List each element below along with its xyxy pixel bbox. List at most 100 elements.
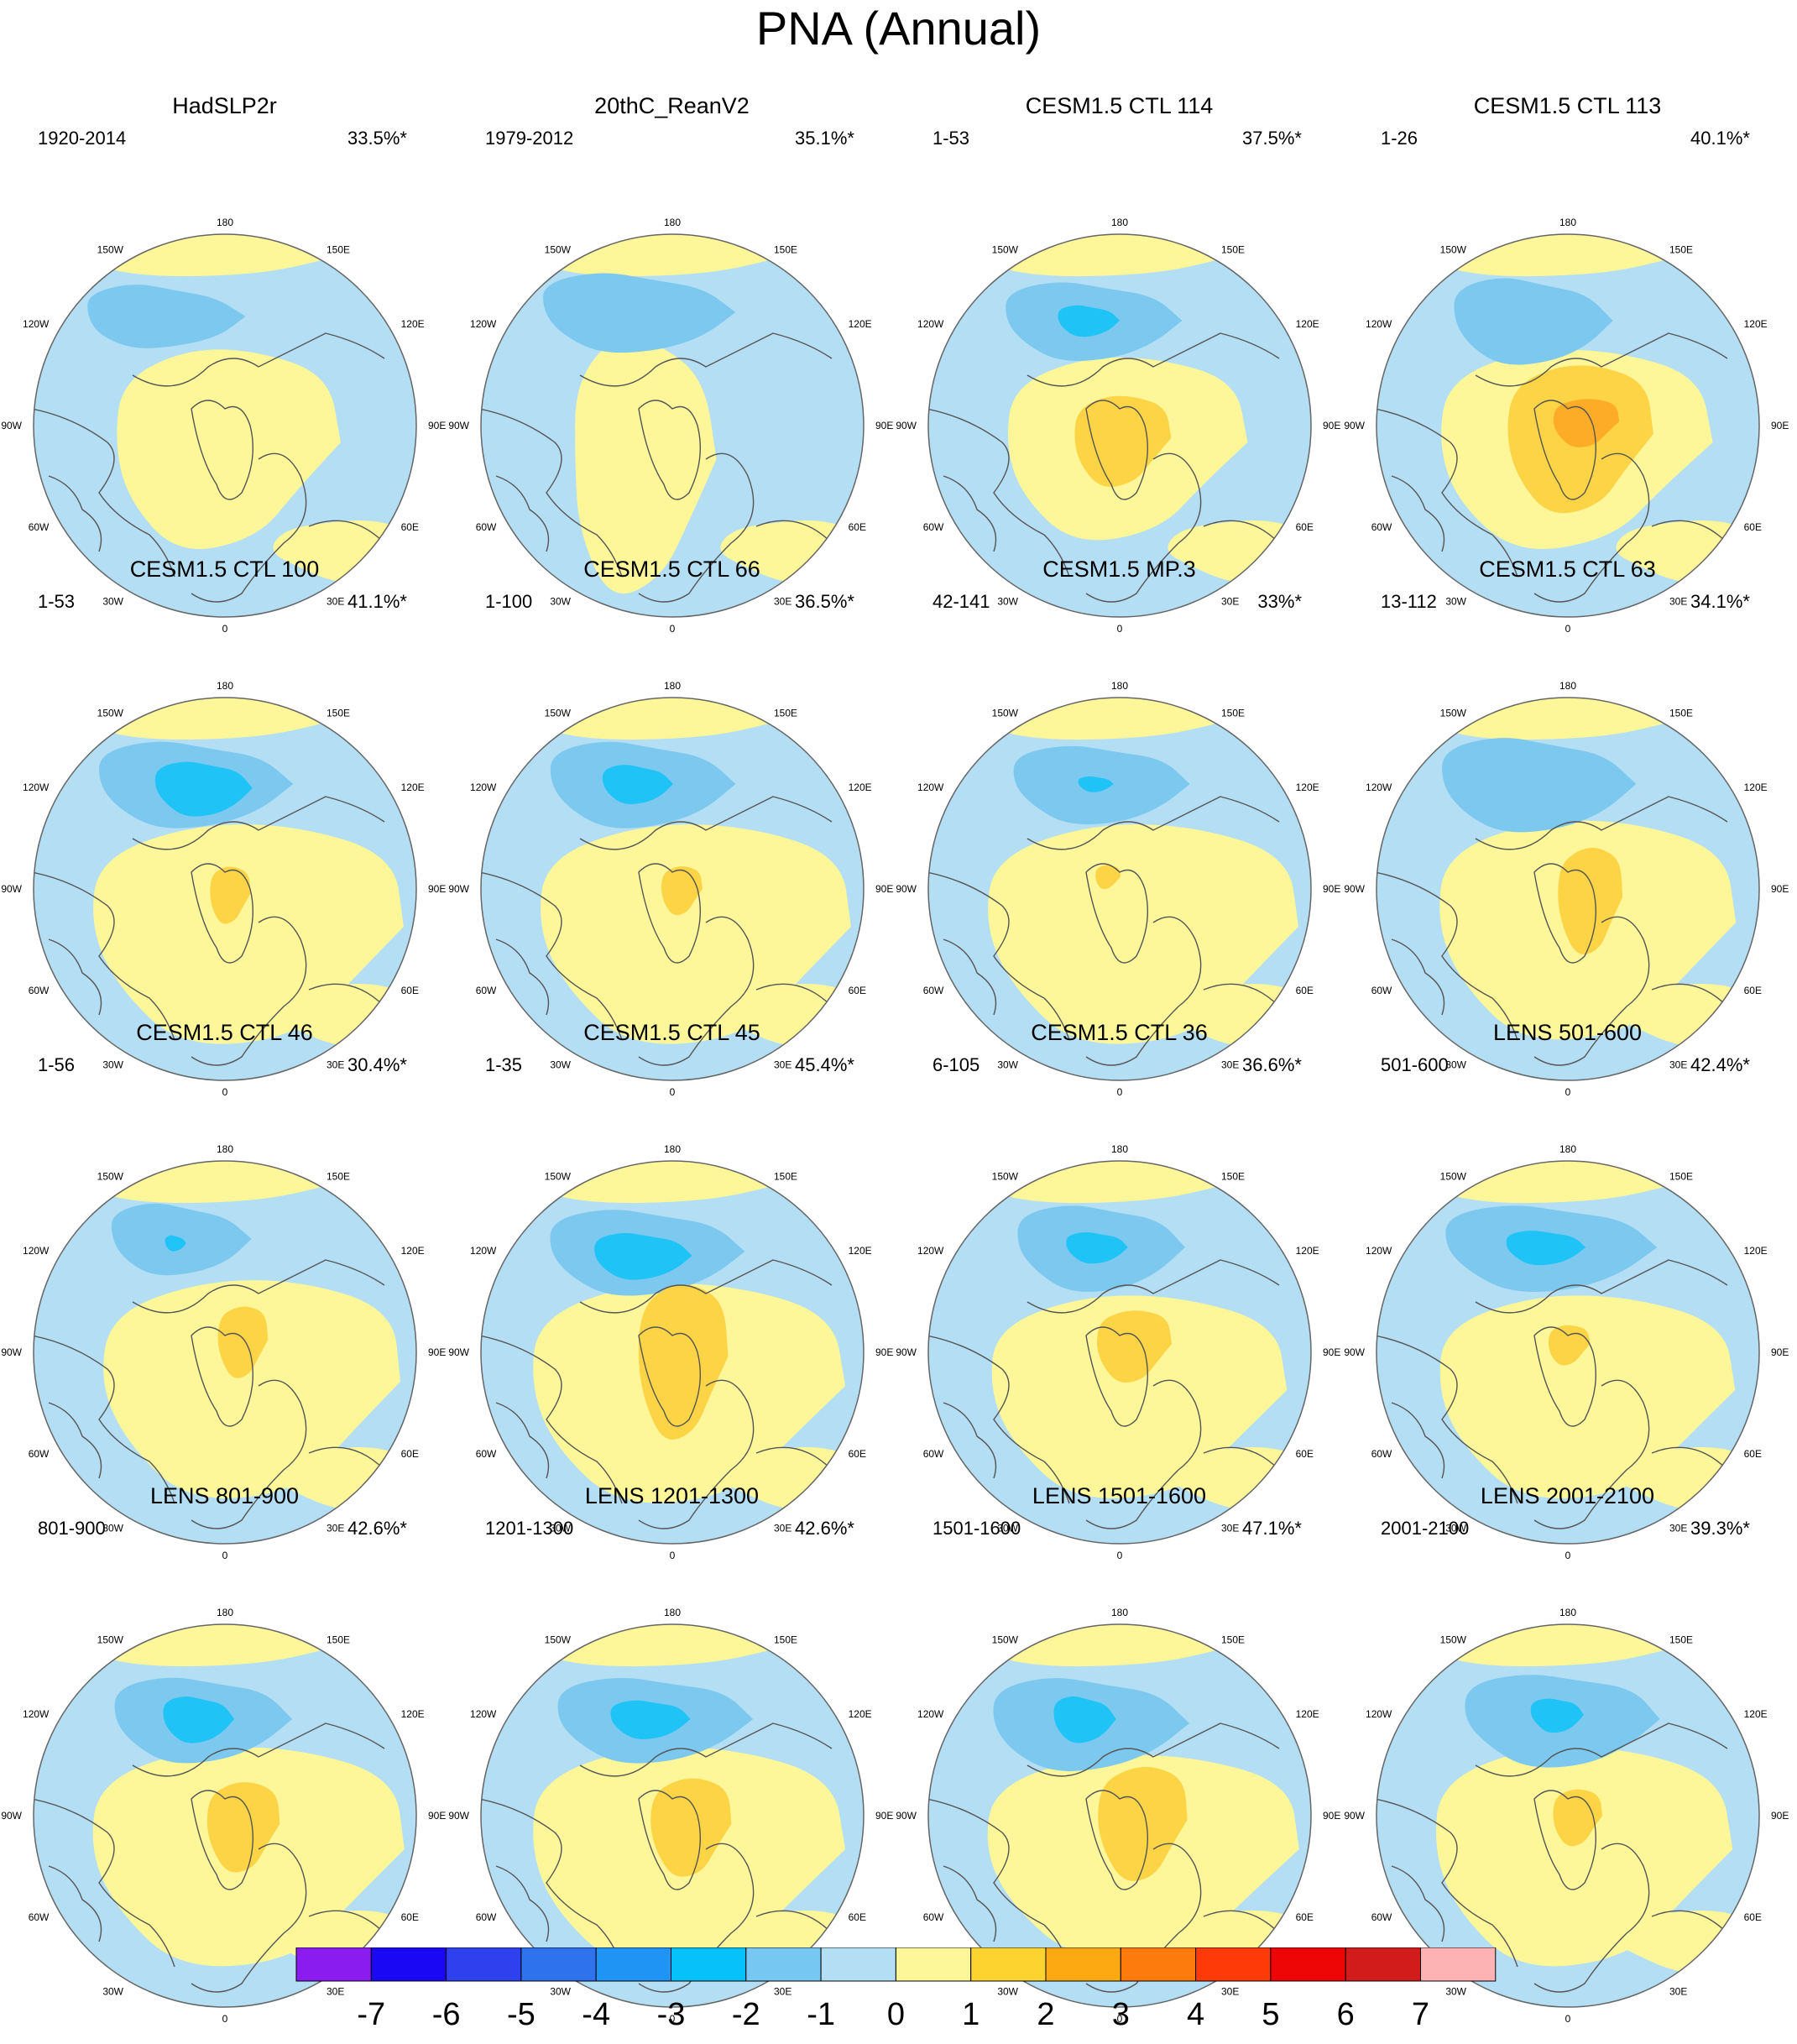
map-field — [34, 1624, 416, 2007]
polar-map: 180 150E 120E 90E 60E 30E 0 30W 60W 90W 120W 150W — [1, 1143, 446, 1561]
map-field — [1376, 1624, 1759, 2007]
longitude-label: 30W — [550, 1059, 571, 1071]
negative-anomaly-peak — [1530, 1698, 1584, 1733]
panel-title: CESM1.5 CTL 100 — [129, 557, 320, 582]
longitude-label: 60E — [1744, 521, 1762, 533]
colorbar-swatch — [1195, 1947, 1272, 1982]
panel-variance-percent: 33.5%* — [347, 128, 407, 149]
map-panel: LENS 1501-1600 1501-1600 47.1%* 180 150E 120E… — [895, 1482, 1344, 2025]
longitude-label: 90E — [1323, 420, 1340, 431]
longitude-label: 30W — [997, 1059, 1018, 1071]
longitude-label: 60W — [923, 985, 944, 996]
panel-variance-percent: 40.1%* — [1690, 128, 1750, 149]
map-boundary — [927, 1623, 1312, 2008]
coastlines — [928, 796, 1292, 1066]
panel-period: 501-600 — [1381, 1054, 1449, 1075]
positive-anomaly-core — [1095, 865, 1121, 890]
map-field — [928, 698, 1311, 1080]
positive-anomaly-core — [650, 1778, 732, 1877]
longitude-label: 150E — [774, 243, 797, 255]
longitude-label: 30E — [1669, 1986, 1687, 1998]
longitude-label: 120W — [470, 1245, 497, 1257]
longitude-label: 30E — [1669, 1523, 1687, 1534]
panel-period: 1-26 — [1381, 128, 1418, 149]
map-boundary — [33, 1160, 417, 1545]
longitude-label: 30W — [1445, 1059, 1466, 1071]
positive-anomaly-region — [946, 234, 1265, 277]
negative-anomaly-core — [542, 273, 736, 353]
panel-title: LENS 2001-2100 — [1480, 1483, 1655, 1508]
negative-anomaly-core — [1442, 738, 1637, 833]
positive-anomaly-region — [51, 1624, 370, 1667]
longitude-label: 60E — [1296, 521, 1314, 533]
longitude-label: 90W — [1344, 1346, 1365, 1358]
colorbar-swatch — [1045, 1947, 1121, 1982]
map-field — [1376, 1161, 1759, 1544]
panel-title: CESM1.5 CTL 114 — [1025, 93, 1214, 118]
colorbar-swatch — [671, 1947, 747, 1982]
longitude-label: 120E — [1744, 1245, 1768, 1257]
map-field — [481, 1624, 864, 2007]
panel-variance-percent: 30.4%* — [347, 1054, 407, 1075]
longitude-label: 90W — [1344, 1810, 1365, 1822]
polar-map: 180 150E 120E 90E 60E 30E 0 30W 60W 90W 120W 150W — [1344, 1143, 1789, 1561]
positive-anomaly-region — [1394, 234, 1713, 277]
map-panel: CESM1.5 MP.3 42-141 33%* 180 150E 120E 90E 60E 3… — [895, 556, 1344, 1098]
longitude-label: 60W — [476, 985, 497, 996]
longitude-label: 0 — [1117, 1550, 1123, 1561]
longitude-label: 0 — [1117, 2013, 1123, 2025]
map-boundary — [927, 1160, 1312, 1545]
map-field — [481, 698, 864, 1080]
panel-variance-percent: 42.6%* — [795, 1518, 854, 1539]
longitude-label: 150E — [326, 1634, 350, 1645]
panel-title: LENS 1201-1300 — [584, 1483, 760, 1508]
negative-anomaly-peak — [1506, 1231, 1586, 1266]
longitude-label: 60W — [1371, 521, 1392, 533]
map-panel: LENS 1201-1300 1201-1300 42.6%* 180 150E 120E… — [447, 1482, 896, 2025]
longitude-label: 60W — [1371, 1448, 1392, 1460]
longitude-label: 30E — [326, 1523, 344, 1534]
longitude-label: 180 — [217, 680, 233, 692]
longitude-label: 150W — [992, 1170, 1019, 1182]
negative-anomaly-peak — [1078, 776, 1114, 792]
longitude-label: 120W — [23, 1708, 50, 1720]
longitude-label: 120E — [849, 782, 872, 793]
panel-period: 2001-2100 — [1381, 1518, 1470, 1539]
panel-variance-percent: 34.1%* — [1690, 591, 1750, 612]
longitude-label: 60E — [849, 521, 866, 533]
colorbar-swatch — [595, 1947, 672, 1982]
panel-title: CESM1.5 CTL 66 — [583, 557, 760, 582]
longitude-label: 150E — [1669, 1170, 1693, 1182]
negative-anomaly-peak — [1066, 1231, 1128, 1264]
longitude-label: 180 — [1559, 680, 1576, 692]
colorbar: -7 -6 -5 -4 -3 -2 -1 0 1 2 3 4 5 6 7 — [0, 1947, 1797, 2040]
longitude-label: 30W — [102, 1059, 123, 1071]
positive-anomaly-core — [638, 1284, 729, 1440]
longitude-label: 120E — [1744, 318, 1768, 330]
panel-title: CESM1.5 CTL 113 — [1473, 93, 1662, 118]
colorbar-tick-label: 2 — [1037, 1997, 1054, 2032]
longitude-label: 120E — [1744, 782, 1768, 793]
longitude-label: 60E — [401, 1911, 419, 1923]
colorbar-swatch — [295, 1947, 372, 1982]
longitude-label: 120W — [470, 1708, 497, 1720]
colorbar-swatch — [520, 1947, 597, 1982]
longitude-label: 150E — [1669, 243, 1693, 255]
map-panel: CESM1.5 CTL 100 1-53 41.1%* 180 150E 120E 90E 6… — [0, 556, 449, 1098]
longitude-label: 90E — [1771, 1810, 1789, 1822]
longitude-label: 60E — [1296, 1448, 1314, 1460]
polar-map: 180 150E 120E 90E 60E 30E 0 30W 60W 90W 120W 150W — [1344, 217, 1789, 635]
longitude-label: 90W — [896, 1346, 917, 1358]
longitude-label: 60E — [849, 1448, 866, 1460]
polar-map: 180 150E 120E 90E 60E 30E 0 30W 60W 90W 120W 150W — [448, 217, 893, 635]
longitude-label: 0 — [222, 1086, 228, 1098]
panel-variance-percent: 36.5%* — [795, 591, 854, 612]
map-panel: LENS 801-900 801-900 42.6%* 180 150E 120E 90E 6… — [0, 1482, 449, 2025]
longitude-label: 30E — [326, 596, 344, 608]
longitude-label: 150W — [992, 243, 1019, 255]
longitude-label: 120E — [401, 318, 425, 330]
map-panel: CESM1.5 CTL 63 13-112 34.1%* 180 150E 120E 90E… — [1343, 556, 1792, 1098]
longitude-label: 90W — [1, 883, 22, 895]
polar-map: 180 150E 120E 90E 60E 30E 0 30W 60W 90W 120W 150W — [448, 680, 893, 1098]
colorbar-swatch — [1120, 1947, 1197, 1982]
